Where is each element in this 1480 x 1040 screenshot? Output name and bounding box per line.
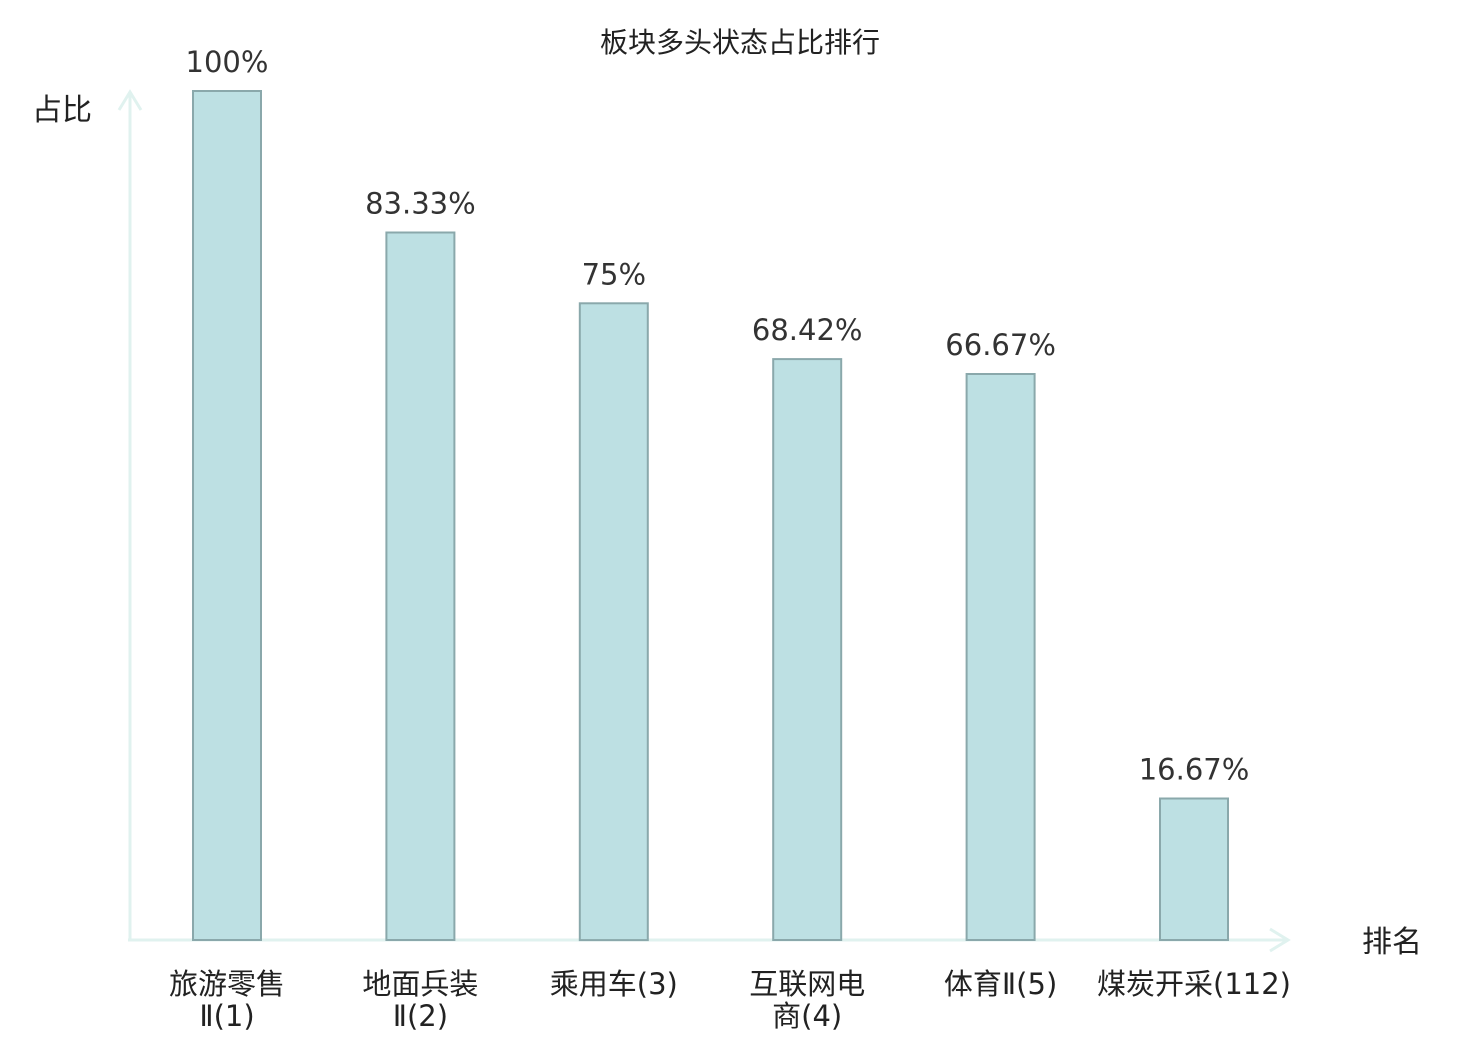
- bar: [772, 358, 843, 942]
- x-tick-label-line: 商(4): [772, 999, 842, 1033]
- x-tick-label: 互联网电商(4): [749, 967, 865, 1033]
- bar-value-label: 75%: [582, 257, 646, 291]
- category-labels: 旅游零售 Ⅱ(1) 地面兵装 Ⅱ(2) 乘用车(3) 互联网电商(4) 体育Ⅱ(5) 煤炭开采…: [169, 967, 1291, 1033]
- bar-series: [192, 90, 1229, 942]
- x-tick-label-line: 乘用车(3): [550, 967, 678, 1001]
- x-tick-label-line: 旅游零售: [169, 967, 285, 1001]
- x-tick-label-line: Ⅱ(1): [199, 999, 254, 1033]
- bar: [578, 302, 649, 942]
- x-tick-label-line: Ⅱ(2): [393, 999, 448, 1033]
- x-tick-label-line: 煤炭开采(112): [1097, 967, 1291, 1001]
- x-tick-label: 煤炭开采(112): [1097, 967, 1291, 1001]
- value-labels: 100% 83.33% 75% 68.42% 66.67% 16.67%: [186, 45, 1250, 787]
- x-tick-label: 地面兵装 Ⅱ(2): [362, 967, 478, 1033]
- chart-title: 板块多头状态占比排行: [600, 26, 880, 59]
- bar-value-label: 66.67%: [945, 328, 1056, 362]
- x-axis-label: 排名: [1362, 925, 1422, 960]
- bar: [965, 373, 1036, 941]
- bar-value-label: 100%: [186, 45, 269, 79]
- x-axis: [128, 927, 1291, 953]
- bar: [385, 231, 456, 941]
- bar-value-label: 16.67%: [1139, 753, 1250, 787]
- bar: [192, 90, 262, 941]
- x-tick-label-line: 体育Ⅱ(5): [944, 967, 1057, 1001]
- x-tick-label-line: 地面兵装: [362, 967, 478, 1001]
- x-tick-label-line: 互联网电: [749, 967, 865, 1001]
- bar: [1159, 797, 1229, 941]
- x-tick-label: 乘用车(3): [550, 967, 678, 1001]
- y-axis: [117, 89, 143, 940]
- y-axis-label: 占比: [32, 93, 92, 128]
- x-tick-label: 旅游零售 Ⅱ(1): [169, 967, 285, 1033]
- x-tick-label: 体育Ⅱ(5): [944, 967, 1057, 1001]
- bar-value-label: 83.33%: [365, 187, 476, 221]
- bar-value-label: 68.42%: [752, 313, 863, 347]
